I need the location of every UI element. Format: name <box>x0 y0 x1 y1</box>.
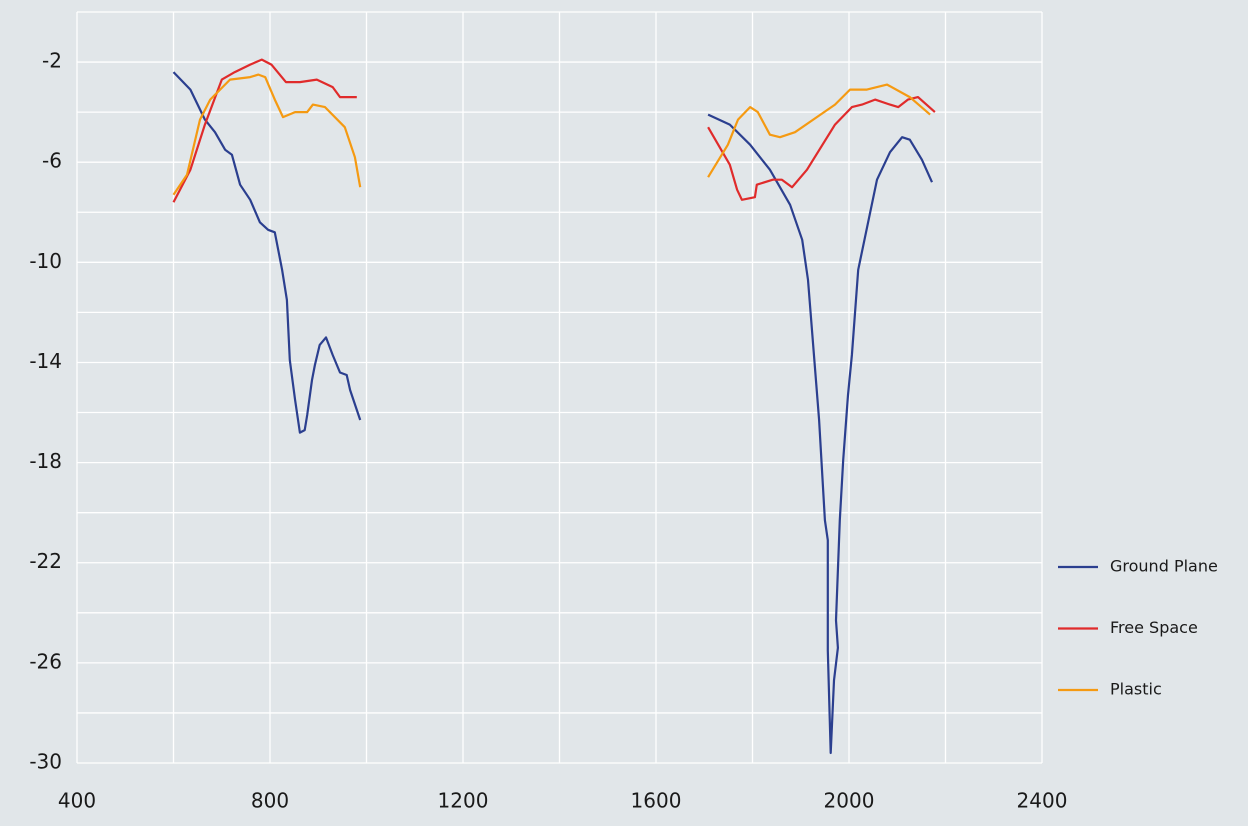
series-line <box>172 73 931 196</box>
y-tick-label: -2 <box>42 49 62 73</box>
y-tick-label: -18 <box>29 449 62 473</box>
legend-label: Plastic <box>1110 680 1162 699</box>
x-tick-label: 400 <box>58 789 96 813</box>
x-tick-label: 2000 <box>824 789 875 813</box>
y-tick-label: -30 <box>29 750 62 774</box>
y-tick-label: -22 <box>29 549 62 573</box>
y-tick-label: -10 <box>29 249 62 273</box>
y-tick-label: -26 <box>29 649 62 673</box>
x-tick-label: 2400 <box>1017 789 1068 813</box>
y-tick-label: -14 <box>29 349 62 373</box>
x-tick-label: 1600 <box>631 789 682 813</box>
legend-label: Free Space <box>1110 618 1198 637</box>
series-line <box>172 58 936 203</box>
x-tick-label: 800 <box>251 789 289 813</box>
y-tick-label: -6 <box>42 149 62 173</box>
legend-label: Ground Plane <box>1110 557 1218 576</box>
series-line <box>172 71 934 755</box>
x-tick-label: 1200 <box>438 789 489 813</box>
